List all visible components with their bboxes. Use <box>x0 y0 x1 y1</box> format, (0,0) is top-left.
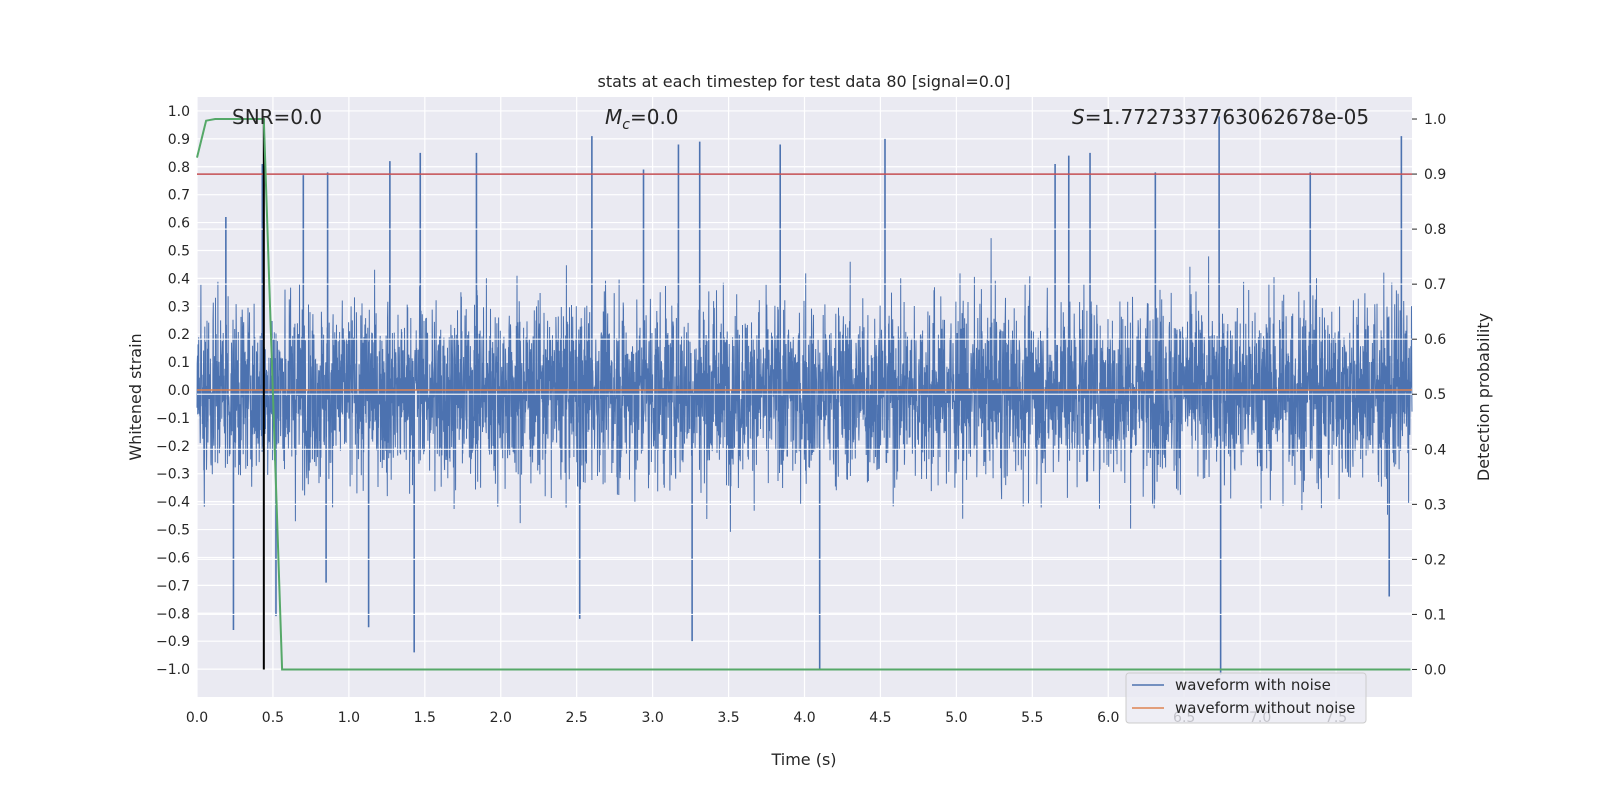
y-tick-label: 0.8 <box>168 160 190 176</box>
x-tick-label: 1.5 <box>414 710 436 726</box>
right-tick-label: 0.2 <box>1424 552 1446 568</box>
y-tick-label: −0.8 <box>156 606 190 622</box>
y-tick-label: 0.9 <box>168 132 190 148</box>
right-tick-label: 0.5 <box>1424 387 1446 403</box>
probability-series-line <box>196 118 1411 671</box>
mc-symbol: M <box>605 105 622 129</box>
mc-subscript: c <box>622 117 630 133</box>
right-tick-label: 0.7 <box>1424 277 1446 293</box>
noise-series-line <box>196 238 1413 532</box>
right-tick-label: 0.3 <box>1424 497 1446 513</box>
right-tick-label: 0.0 <box>1424 662 1446 678</box>
legend-box <box>1125 672 1367 724</box>
y-tick-label: 1.0 <box>168 104 190 120</box>
s-value: =1.7727337763062678e-05 <box>1085 105 1369 129</box>
y-tick-label: −1.0 <box>156 662 190 678</box>
y-tick-label: −0.6 <box>156 550 190 566</box>
y-tick-label: −0.3 <box>156 467 190 483</box>
right-tick-label: 0.4 <box>1424 442 1446 458</box>
x-tick-label: 3.0 <box>641 710 663 726</box>
mc-annotation: Mc=0.0 <box>605 105 679 133</box>
x-tick-label: 2.0 <box>490 710 512 726</box>
snr-annotation: SNR=0.0 <box>232 105 322 129</box>
x-tick-label: 6.0 <box>1097 710 1119 726</box>
x-axis-label: Time (s) <box>770 750 836 769</box>
y-tick-label: 0.3 <box>168 299 190 315</box>
x-tick-label: 4.5 <box>869 710 891 726</box>
y-axis-label: Whitened strain <box>126 333 145 460</box>
x-tick-label: 0.0 <box>186 710 208 726</box>
y-tick-label: 0.6 <box>168 216 190 232</box>
legend-label-clean: waveform without noise <box>1175 699 1355 717</box>
legend: waveform with noise waveform without noi… <box>1125 672 1367 724</box>
noise-peaks <box>225 116 1403 675</box>
x-tick-label: 1.0 <box>338 710 360 726</box>
y-tick-label: 0.5 <box>168 243 190 259</box>
x-tick-label: 0.5 <box>262 710 284 726</box>
right-tick-label: 1.0 <box>1424 112 1446 128</box>
y-tick-label: −0.9 <box>156 634 190 650</box>
y-tick-label: −0.5 <box>156 523 190 539</box>
y-tick-label: 0.7 <box>168 188 190 204</box>
y-tick-label: 0.2 <box>168 327 190 343</box>
y-tick-labels: 1.0 0.9 0.8 0.7 0.6 0.5 0.4 0.3 0.2 0.1 0.0 −0.1 −0.… <box>156 104 190 678</box>
right-tick-labels: 1.0 0.9 0.8 0.7 0.6 0.5 0.4 0.3 0.2 0.1 0.0 <box>1412 112 1446 678</box>
s-annotation: S=1.7727337763062678e-05 <box>1072 105 1369 129</box>
mc-value: =0.0 <box>630 105 679 129</box>
legend-label-noise: waveform with noise <box>1175 676 1331 694</box>
right-tick-label: 0.1 <box>1424 607 1446 623</box>
right-tick-label: 0.8 <box>1424 222 1446 238</box>
s-symbol: S <box>1072 105 1085 129</box>
y-tick-label: 0.0 <box>168 383 190 399</box>
y-tick-label: −0.4 <box>156 495 190 511</box>
x-tick-label: 5.0 <box>945 710 967 726</box>
right-tick-label: 0.6 <box>1424 332 1446 348</box>
y-tick-label: −0.2 <box>156 439 190 455</box>
y-tick-label: −0.1 <box>156 411 190 427</box>
right-tick-label: 0.9 <box>1424 167 1446 183</box>
y-tick-label: −0.7 <box>156 578 190 594</box>
y-right-axis-label: Detection probability <box>1474 313 1493 481</box>
chart-title: stats at each timestep for test data 80 … <box>598 72 1011 91</box>
x-tick-label: 3.5 <box>717 710 739 726</box>
y-tick-label: 0.1 <box>168 355 190 371</box>
x-tick-label: 5.5 <box>1021 710 1043 726</box>
y-tick-label: 0.4 <box>168 271 190 287</box>
x-tick-label: 2.5 <box>566 710 588 726</box>
x-tick-label: 4.0 <box>793 710 815 726</box>
